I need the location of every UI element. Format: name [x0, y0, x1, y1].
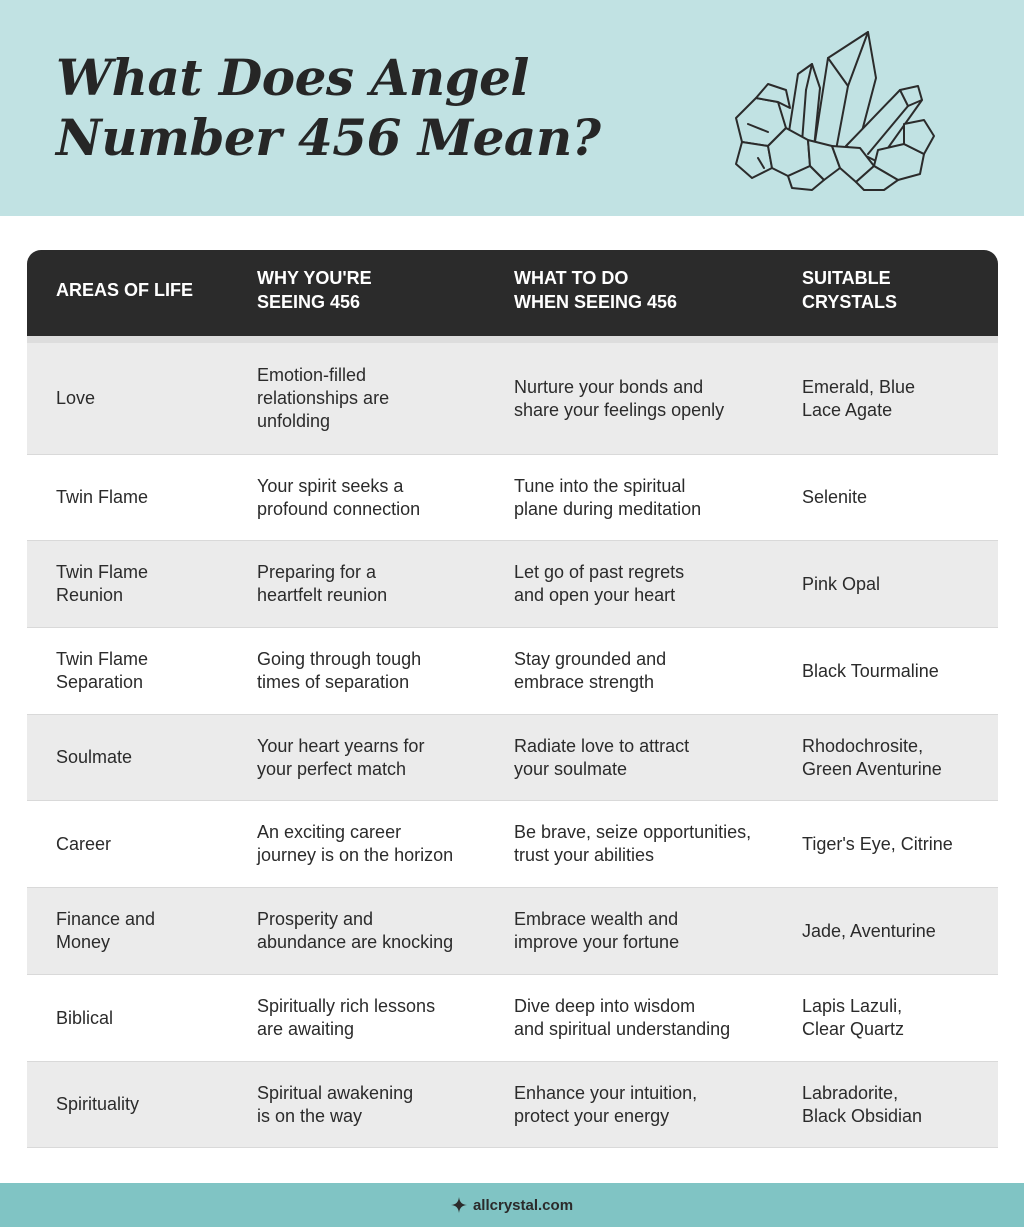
table-row: Love Emotion-filled relationships are un…: [27, 343, 998, 455]
cell-why: Prosperity and abundance are knocking: [257, 909, 454, 952]
cell-what: Radiate love to attract your soulmate: [514, 735, 690, 779]
cell-why: Spiritually rich lessons are awaiting: [257, 996, 436, 1039]
angel-number-table: AREAS OF LIFE WHY YOU'RE SEEING 456 WHAT…: [27, 250, 998, 1148]
cell-why: Emotion-filled relationships are unfoldi…: [257, 365, 390, 431]
cell-area: Spirituality: [56, 1094, 140, 1114]
cell-area: Career: [56, 833, 112, 854]
table-row: Spirituality Spiritual awakening is on t…: [27, 1062, 998, 1148]
cell-what: Dive deep into wisdom and spiritual unde…: [514, 996, 731, 1039]
cell-crystals: Rhodochrosite, Green Aventurine: [802, 735, 942, 779]
cell-what: Let go of past regrets and open your hea…: [514, 562, 685, 605]
table-row: Soulmate Your heart yearns for your perf…: [27, 715, 998, 801]
cell-why: Your spirit seeks a profound connection: [257, 475, 421, 519]
cell-why: Preparing for a heartfelt reunion: [257, 562, 388, 605]
cell-crystals: Pink Opal: [802, 573, 881, 594]
page-title: What Does Angel Number 456 Mean?: [56, 48, 601, 167]
header-banner: What Does Angel Number 456 Mean?: [0, 0, 1024, 216]
footer-brand: allcrystal.com: [450, 1196, 574, 1214]
column-header-crystals: SUITABLE CRYSTALS: [802, 268, 898, 312]
column-header-why: WHY YOU'RE SEEING 456: [257, 268, 372, 312]
cell-area: Biblical: [56, 1007, 114, 1028]
cell-area: Twin Flame: [56, 487, 149, 507]
cell-area: Soulmate: [56, 747, 133, 767]
cell-crystals: Jade, Aventurine: [802, 920, 936, 941]
sparkle-icon: [450, 1197, 467, 1213]
cell-area: Twin Flame Separation: [56, 649, 149, 692]
table-header: AREAS OF LIFE WHY YOU'RE SEEING 456 WHAT…: [27, 250, 998, 343]
table-row: Biblical Spiritually rich lessons are aw…: [27, 975, 998, 1062]
table-row: Finance and Money Prosperity and abundan…: [27, 888, 998, 975]
cell-crystals: Labradorite, Black Obsidian: [802, 1082, 923, 1126]
cell-crystals: Tiger's Eye, Citrine: [802, 833, 953, 854]
cell-what: Embrace wealth and improve your fortune: [514, 909, 680, 952]
footer-bar: allcrystal.com: [0, 1183, 1024, 1227]
cell-crystals: Emerald, Blue Lace Agate: [802, 376, 916, 420]
cell-crystals: Lapis Lazuli, Clear Quartz: [802, 996, 905, 1039]
cell-why: Your heart yearns for your perfect match: [257, 735, 425, 779]
cell-what: Tune into the spiritual plane during med…: [514, 475, 702, 519]
table-row: Twin Flame Your spirit seeks a profound …: [27, 455, 998, 541]
cell-why: Going through tough times of separation: [257, 649, 422, 692]
cell-what: Be brave, seize opportunities, trust you…: [514, 822, 752, 865]
table-row: Twin Flame Separation Going through toug…: [27, 628, 998, 715]
cell-area: Twin Flame Reunion: [56, 562, 149, 605]
cell-area: Finance and Money: [56, 909, 156, 952]
cell-what: Nurture your bonds and share your feelin…: [514, 376, 725, 420]
table-row: Twin Flame Reunion Preparing for a heart…: [27, 541, 998, 628]
cell-why: An exciting career journey is on the hor…: [257, 822, 454, 865]
column-header-areas: AREAS OF LIFE: [56, 280, 194, 300]
cell-area: Love: [56, 388, 96, 408]
site-link[interactable]: allcrystal.com: [472, 1196, 574, 1214]
column-header-what: WHAT TO DO WHEN SEEING 456: [514, 268, 678, 312]
cell-what: Enhance your intuition, protect your ene…: [514, 1082, 698, 1126]
cell-why: Spiritual awakening is on the way: [257, 1082, 414, 1126]
cell-what: Stay grounded and embrace strength: [514, 649, 667, 692]
crystal-cluster-icon: [735, 31, 935, 191]
cell-crystals: Selenite: [802, 487, 868, 507]
table-row: Career An exciting career journey is on …: [27, 801, 998, 888]
cell-crystals: Black Tourmaline: [802, 660, 939, 681]
